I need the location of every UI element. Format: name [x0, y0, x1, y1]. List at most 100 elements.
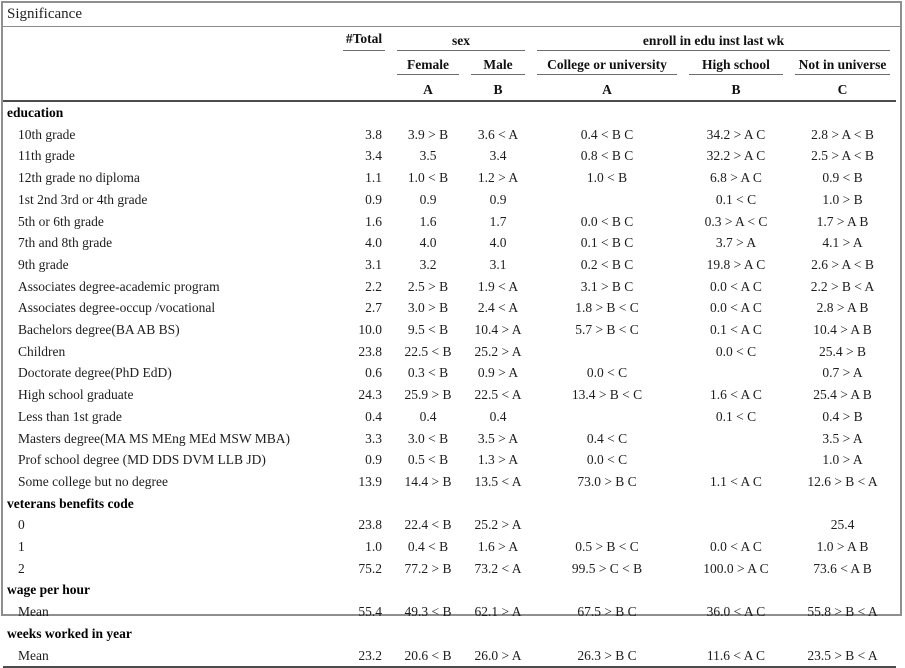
- cell-female: 49.3 < B: [391, 601, 465, 623]
- college-underline: [537, 74, 677, 75]
- cell-number: 1.7: [816, 213, 834, 229]
- cell-total: 75.2: [358, 560, 382, 576]
- cell-college: 0.8 < B C: [531, 145, 683, 167]
- cell-sig-result: > A: [498, 647, 522, 663]
- cell-number: 0.8: [580, 148, 598, 164]
- row-label: 12th grade no diploma: [18, 170, 140, 186]
- cell-sig-result: > B: [424, 126, 449, 142]
- cell-sig-result: > A: [839, 365, 863, 381]
- cell-number: 22.5: [404, 343, 429, 359]
- cell-sig-result: < A: [494, 300, 519, 316]
- col-group-sex: sex: [391, 27, 531, 52]
- cell-notuniverse: 25.4 > A B: [789, 384, 896, 406]
- cell-sig-result: > A B: [836, 387, 872, 403]
- row-label: 2: [18, 560, 25, 576]
- cell-sig-result: < B C: [597, 126, 634, 142]
- cell-number: 10.4: [813, 322, 837, 338]
- header-letter-row: A B A B C: [3, 76, 897, 102]
- cell-sig-result: > A: [498, 517, 522, 533]
- cell-female: 1.6: [391, 211, 465, 233]
- cell-college: 13.4 > B < C: [531, 384, 683, 406]
- cell-sig-result: > A < C: [721, 213, 768, 229]
- cell-number: 2.4: [477, 300, 495, 316]
- cell-notuniverse: 0.4 > B: [789, 406, 896, 428]
- row-label: Associates degree-academic program: [18, 278, 220, 294]
- cell-sig-result: > A: [839, 430, 863, 446]
- cell-number: 5.7: [575, 322, 593, 338]
- group-label: veterans benefits code: [7, 495, 134, 511]
- row-label: Mean: [18, 647, 49, 663]
- cell-male: 22.5 < A: [465, 384, 531, 406]
- cell-number: 9.5: [407, 322, 425, 338]
- table-body: education 10th grade 3.8 3.9 > B 3.6 < A 0.4 …: [3, 101, 896, 667]
- cell-number: 0.0: [715, 343, 733, 359]
- cell-sig-result: > B < C: [595, 387, 643, 403]
- cell-number: 0.5: [407, 452, 425, 468]
- cell-number: 11.6: [706, 647, 731, 663]
- group-label: education: [7, 105, 64, 120]
- male-underline: [471, 74, 525, 75]
- cell-notuniverse: 10.4 > A B: [789, 319, 896, 341]
- cell-total: 1.0: [365, 539, 382, 555]
- cell-college: 0.2 < B C: [531, 254, 683, 276]
- row-label: 7th and 8th grade: [18, 235, 113, 251]
- notuniverse-underline: [795, 74, 891, 75]
- cell-sig-result: > B: [839, 191, 863, 207]
- cell-notuniverse: 1.7 > A B: [789, 211, 896, 233]
- cell-number: 0.9: [477, 365, 495, 381]
- cell-number: 2.8: [816, 300, 834, 316]
- cell-female: 2.5 > B: [391, 276, 465, 298]
- row-label: Masters degree(MA MS MEng MEd MSW MBA): [18, 430, 290, 446]
- cell-college: 0.0 < B C: [531, 211, 683, 233]
- cell-sig-result: < B: [428, 517, 452, 533]
- cell-number: 0.9: [822, 170, 840, 186]
- cell-sig-result: < B C: [597, 148, 634, 164]
- cell-sig-result: < A: [494, 278, 519, 294]
- cell-highschool: 3.7 > A: [683, 232, 789, 254]
- cell-highschool: 0.1 < C: [683, 406, 789, 428]
- cell-number: 25.4: [830, 517, 855, 533]
- cell-sig-result: > B < C: [592, 322, 639, 338]
- row-label: 1: [18, 539, 25, 555]
- group-row: veterans benefits code: [3, 493, 896, 515]
- table-row: Prof school degree (MD DDS DVM LLB JD) 0.…: [3, 449, 896, 471]
- cell-number: 0.1: [715, 191, 733, 207]
- cell-total: 55.4: [358, 604, 382, 620]
- cell-total: 10.0: [358, 322, 382, 338]
- cell-female: 22.5 < B: [391, 341, 465, 363]
- table-row: Associates degree-occup /vocational 2.7 3.…: [3, 297, 896, 319]
- cell-sig-result: > A B: [833, 213, 869, 229]
- cell-number: 25.2: [474, 343, 499, 359]
- cell-sig-result: < B: [424, 322, 449, 338]
- cell-highschool: 1.1 < A C: [683, 471, 789, 493]
- cell-number: 67.5: [577, 604, 601, 620]
- cell-highschool: 34.2 > A C: [683, 124, 789, 146]
- cell-number: 34.2: [706, 126, 731, 142]
- cell-sig-result: < B: [839, 170, 863, 186]
- cell-number: 12.6: [807, 473, 831, 489]
- cell-notuniverse: 1.0 > A: [789, 449, 896, 471]
- group-row: weeks worked in year: [3, 623, 896, 645]
- cell-number: 6.8: [710, 170, 727, 186]
- cell-sig-result: > B: [428, 560, 452, 576]
- col-group-enroll: enroll in edu inst last wk: [531, 27, 896, 52]
- cell-number: 36.0: [706, 604, 731, 620]
- cell-number: 3.1: [489, 256, 507, 272]
- cell-college: 0.4 < C: [531, 428, 683, 450]
- cell-sig-result: > B < A: [830, 473, 878, 489]
- cell-highschool: [683, 362, 789, 384]
- cell-male: 3.4: [465, 145, 531, 167]
- table-row: Associates degree-academic program 2.2 2.5…: [3, 276, 896, 298]
- cell-female: 0.3 < B: [391, 362, 465, 384]
- cell-total: 0.4: [365, 408, 382, 424]
- table-row: 12th grade no diploma 1.1 1.0 < B 1.2 > A 1.…: [3, 167, 896, 189]
- cell-total: 3.4: [365, 148, 382, 164]
- cell-number: 73.2: [474, 560, 499, 576]
- cell-number: 3.9: [407, 126, 425, 142]
- cell-notuniverse: 73.6 < A B: [789, 558, 896, 580]
- cell-male: 62.1 > A: [465, 601, 531, 623]
- cell-female: 14.4 > B: [391, 471, 465, 493]
- cell-number: 0.2: [580, 256, 598, 272]
- cell-sig-result: < A C: [730, 647, 766, 663]
